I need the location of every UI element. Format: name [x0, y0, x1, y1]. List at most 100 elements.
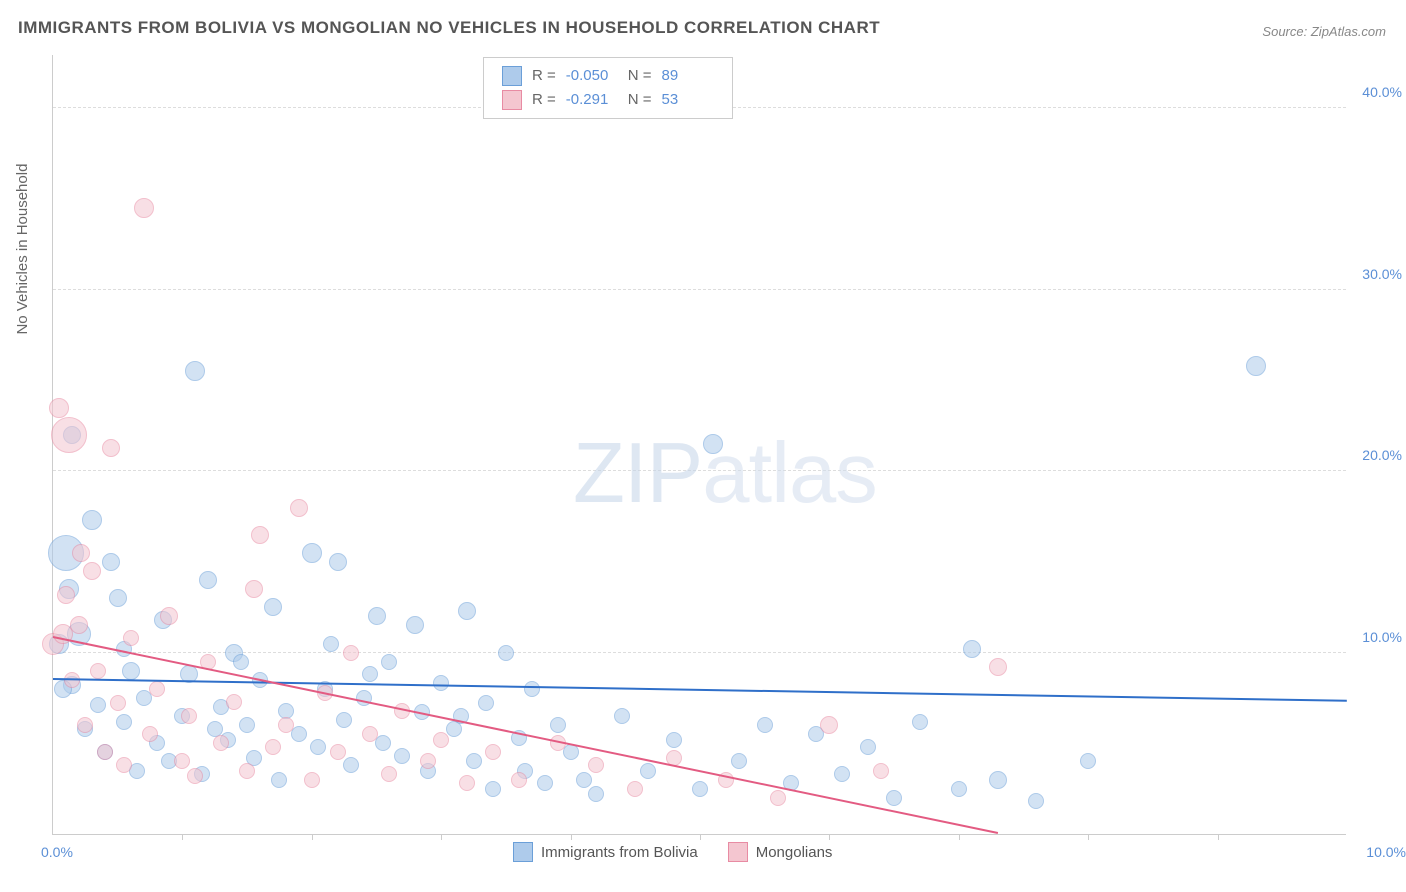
source-attribution: Source: ZipAtlas.com [1262, 24, 1386, 39]
scatter-point [90, 663, 106, 679]
watermark-thin: atlas [702, 426, 877, 521]
scatter-point [563, 744, 579, 760]
scatter-point [239, 763, 255, 779]
scatter-point [226, 694, 242, 710]
scatter-point [134, 198, 154, 218]
source-label: Source: [1262, 24, 1307, 39]
scatter-point [271, 772, 287, 788]
scatter-point [330, 744, 346, 760]
scatter-point [142, 726, 158, 742]
stats-n-label: N = [628, 88, 652, 112]
scatter-point [213, 735, 229, 751]
scatter-point [433, 732, 449, 748]
x-tick-mark [1088, 834, 1089, 840]
stats-legend-box: R = -0.050 N = 89 R = -0.291 N = 53 [483, 57, 733, 119]
scatter-point [83, 562, 101, 580]
scatter-point [820, 716, 838, 734]
scatter-point [329, 553, 347, 571]
x-tick-min: 0.0% [41, 844, 73, 860]
scatter-point [122, 662, 140, 680]
scatter-point [149, 681, 165, 697]
scatter-point [123, 630, 139, 646]
x-tick-mark [441, 834, 442, 840]
scatter-point [310, 739, 326, 755]
x-tick-mark [829, 834, 830, 840]
scatter-point [731, 753, 747, 769]
scatter-point [323, 636, 339, 652]
stats-n-label: N = [628, 64, 652, 88]
scatter-point [951, 781, 967, 797]
y-tick-label: 40.0% [1362, 84, 1402, 100]
scatter-point [873, 763, 889, 779]
scatter-point [989, 771, 1007, 789]
stats-n-value: 89 [662, 64, 714, 88]
scatter-point [458, 602, 476, 620]
stats-r-label: R = [532, 88, 556, 112]
scatter-point [82, 510, 102, 530]
scatter-point [640, 763, 656, 779]
scatter-point [245, 580, 263, 598]
scatter-point [72, 544, 90, 562]
source-name: ZipAtlas.com [1311, 24, 1386, 39]
scatter-point [963, 640, 981, 658]
gridline [53, 289, 1346, 290]
legend-item: Immigrants from Bolivia [513, 842, 698, 862]
stats-r-value: -0.291 [566, 88, 618, 112]
scatter-point [498, 645, 514, 661]
scatter-point [90, 697, 106, 713]
scatter-point [97, 744, 113, 760]
scatter-point [336, 712, 352, 728]
scatter-point [57, 586, 75, 604]
scatter-point [550, 717, 566, 733]
scatter-point [1246, 356, 1266, 376]
scatter-point [302, 543, 322, 563]
x-tick-mark [700, 834, 701, 840]
scatter-point [1080, 753, 1096, 769]
scatter-point [485, 781, 501, 797]
scatter-point [466, 753, 482, 769]
stats-n-value: 53 [662, 88, 714, 112]
stats-row: R = -0.050 N = 89 [502, 64, 714, 88]
scatter-point [343, 757, 359, 773]
stats-r-value: -0.050 [566, 64, 618, 88]
scatter-point [511, 772, 527, 788]
scatter-point [251, 526, 269, 544]
stats-swatch [502, 90, 522, 110]
y-tick-label: 30.0% [1362, 266, 1402, 282]
trend-line [53, 636, 998, 834]
x-tick-mark [1218, 834, 1219, 840]
stats-swatch [502, 66, 522, 86]
scatter-point [666, 732, 682, 748]
y-tick-label: 20.0% [1362, 447, 1402, 463]
scatter-point [343, 645, 359, 661]
scatter-point [51, 417, 87, 453]
scatter-point [459, 775, 475, 791]
scatter-point [233, 654, 249, 670]
scatter-point [1028, 793, 1044, 809]
stats-r-label: R = [532, 64, 556, 88]
scatter-point [420, 753, 436, 769]
scatter-point [77, 717, 93, 733]
scatter-point [537, 775, 553, 791]
scatter-point [886, 790, 902, 806]
scatter-point [110, 695, 126, 711]
scatter-point [757, 717, 773, 733]
legend-label: Mongolians [756, 844, 833, 861]
chart-title: IMMIGRANTS FROM BOLIVIA VS MONGOLIAN NO … [18, 18, 880, 38]
gridline [53, 470, 1346, 471]
scatter-point [588, 786, 604, 802]
scatter-point [770, 790, 786, 806]
x-tick-mark [959, 834, 960, 840]
y-axis-label: No Vehicles in Household [14, 164, 31, 335]
scatter-point [160, 607, 178, 625]
watermark-bold: ZIP [573, 426, 702, 521]
trend-line [53, 678, 1347, 702]
legend-item: Mongolians [728, 842, 833, 862]
scatter-point [989, 658, 1007, 676]
scatter-point [478, 695, 494, 711]
scatter-point [174, 753, 190, 769]
scatter-point [304, 772, 320, 788]
scatter-point [485, 744, 501, 760]
scatter-point [239, 717, 255, 733]
plot-area: ZIPatlas R =-0.050N =89R =-0.291N =53 0.… [52, 55, 1346, 835]
